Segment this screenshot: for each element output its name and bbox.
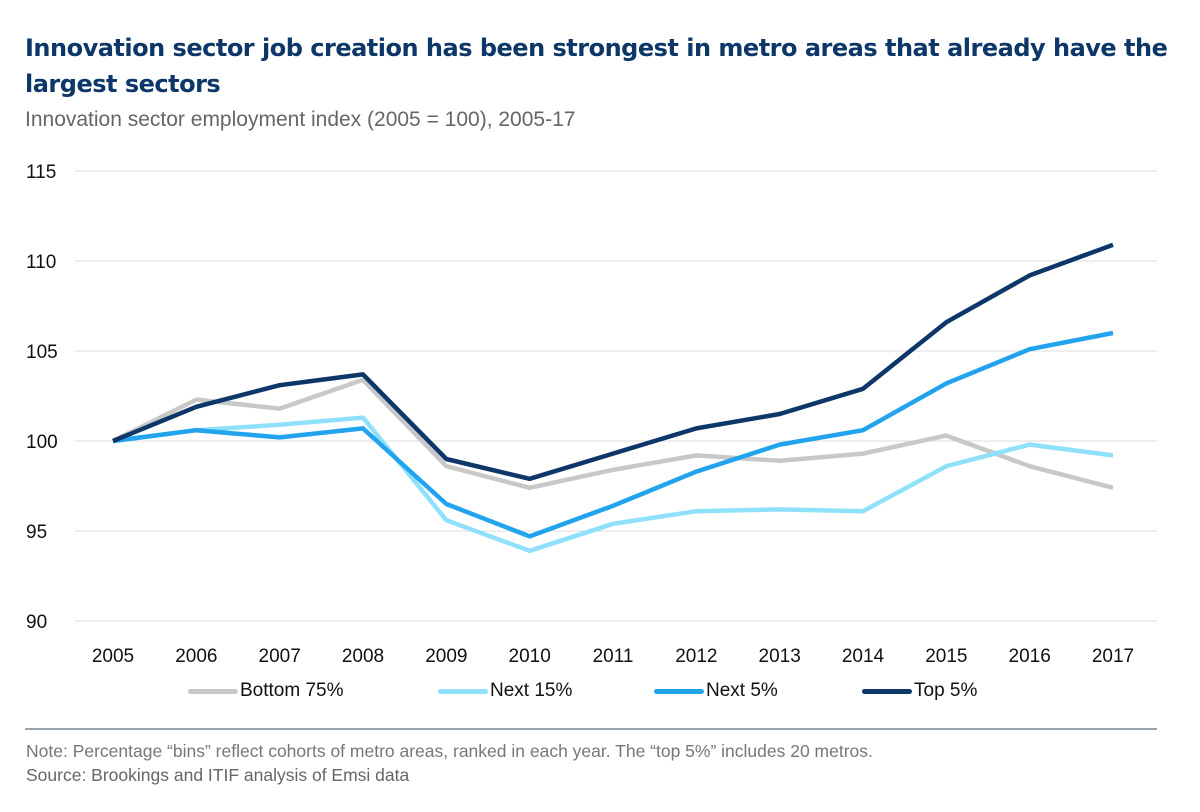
x-tick-label: 2015 [925,646,967,667]
x-tick-label: 2014 [842,646,885,667]
y-tick-label: 115 [26,162,56,183]
footer-source: Source: Brookings and ITIF analysis of E… [26,765,410,785]
x-tick-label: 2005 [92,646,134,667]
x-tick-label: 2011 [593,646,634,667]
footer-divider [25,728,1157,730]
series-line-next-5- [112,330,1114,539]
x-tick-label: 2017 [1092,646,1134,667]
y-tick-label: 90 [26,612,47,633]
legend-item: Top 5% [862,680,977,702]
y-tick-label: 110 [26,252,56,273]
x-tick-label: 2008 [342,646,384,667]
y-tick-label: 100 [26,432,58,453]
legend-swatch [862,688,912,694]
legend-label: Bottom 75% [240,680,344,701]
legend-swatch [188,688,238,694]
chart-subtitle: Innovation sector employment index (2005… [25,108,576,131]
legend-item: Next 15% [438,680,572,702]
x-tick-label: 2009 [425,646,467,667]
legend-label: Next 5% [706,680,778,701]
x-tick-label: 2007 [259,646,301,667]
x-tick-label: 2006 [175,646,217,667]
series-line-next-15- [112,415,1114,554]
x-tick-label: 2016 [1009,646,1051,667]
series-line-bottom-75- [111,377,1114,491]
legend-swatch [654,688,704,694]
legend-swatch [438,688,488,694]
legend-label: Top 5% [914,680,978,701]
x-tick-label: 2012 [675,646,717,667]
y-tick-label: 105 [26,342,58,363]
legend-label: Next 15% [490,680,573,701]
x-tick-label: 2013 [759,646,801,667]
legend-item: Next 5% [654,680,778,702]
chart-legend: Bottom 75% Next 15% Next 5% Top 5% [0,680,1200,704]
line-chart: 90 95 100 105 110 115 2005 2006 2007 2008 2009 2010… [26,162,1157,667]
footer-note: Note: Percentage “bins” reflect cohorts … [26,741,873,761]
chart-title: Innovation sector job creation has been … [25,34,1168,98]
y-tick-label: 95 [26,522,47,543]
series-line-top-5- [112,242,1114,482]
x-tick-label: 2010 [509,646,551,667]
legend-item: Bottom 75% [188,680,344,702]
